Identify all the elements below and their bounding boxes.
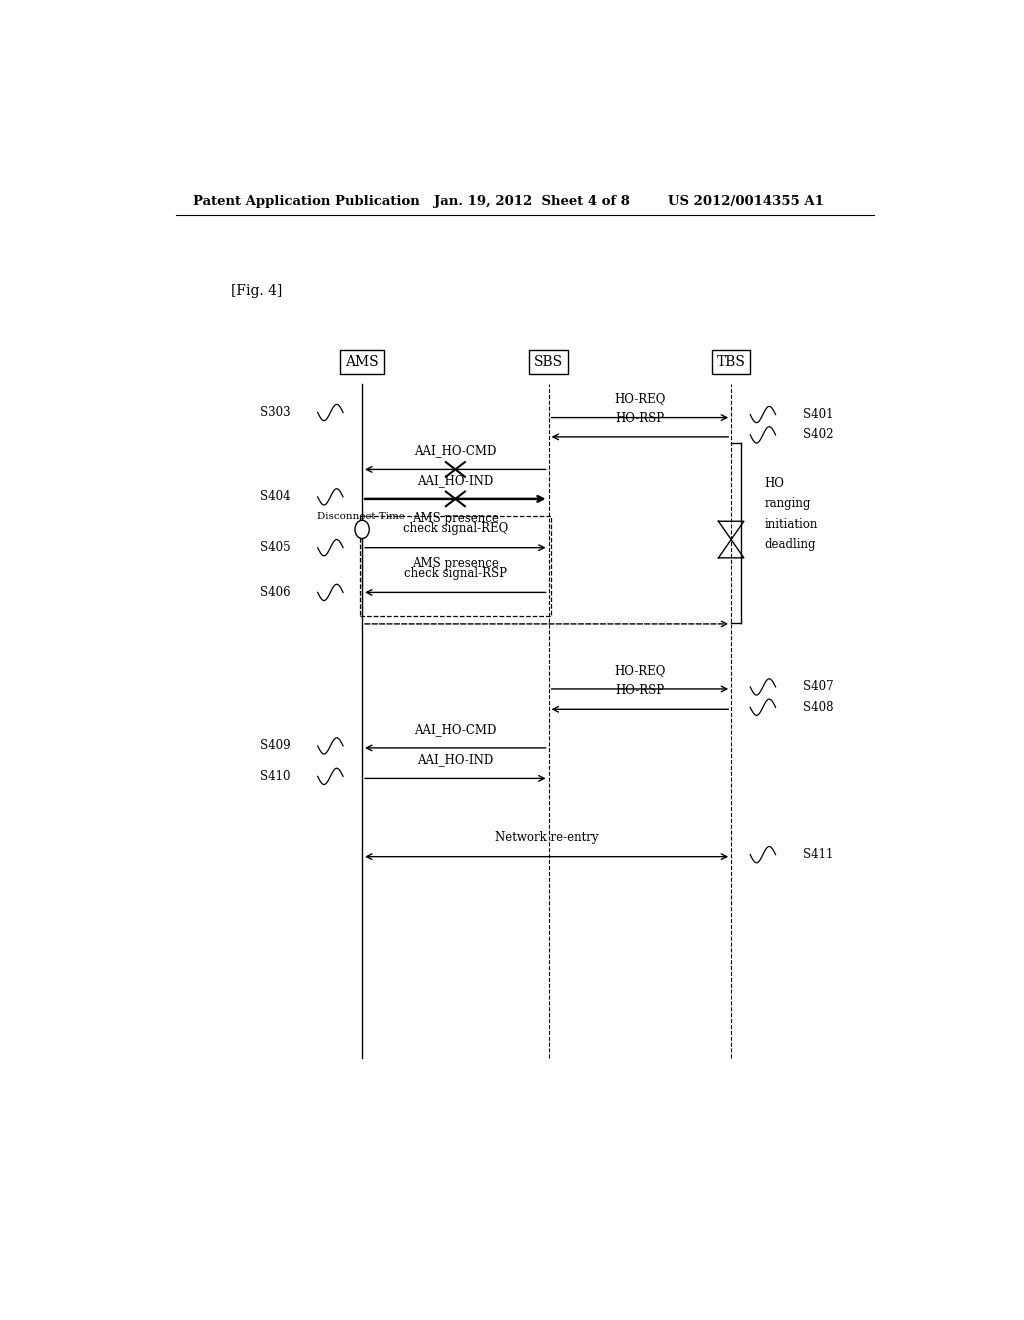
Text: S409: S409: [260, 739, 291, 752]
Text: HO: HO: [765, 477, 784, 490]
Text: deadling: deadling: [765, 539, 816, 552]
Text: AMS: AMS: [345, 355, 379, 368]
Text: HO-RSP: HO-RSP: [615, 412, 665, 425]
Circle shape: [355, 520, 370, 539]
Text: US 2012/0014355 A1: US 2012/0014355 A1: [668, 194, 823, 207]
Text: S408: S408: [803, 701, 834, 714]
Text: S401: S401: [803, 408, 834, 421]
Text: HO-REQ: HO-REQ: [614, 664, 666, 677]
Text: initiation: initiation: [765, 517, 818, 531]
Text: S405: S405: [260, 541, 291, 554]
Text: Network re-entry: Network re-entry: [495, 832, 598, 845]
Bar: [359, 516, 551, 615]
Text: S406: S406: [260, 586, 291, 599]
Text: SBS: SBS: [535, 355, 563, 368]
Text: TBS: TBS: [717, 355, 745, 368]
Text: S402: S402: [803, 429, 834, 441]
Text: AAI_HO-CMD: AAI_HO-CMD: [414, 723, 497, 735]
Text: S404: S404: [260, 490, 291, 503]
Text: check signal-REQ: check signal-REQ: [402, 523, 508, 536]
Text: AAI_HO-IND: AAI_HO-IND: [417, 474, 494, 487]
Text: AMS presence: AMS presence: [412, 512, 499, 525]
Text: check signal-RSP: check signal-RSP: [403, 568, 507, 581]
Text: Patent Application Publication: Patent Application Publication: [194, 194, 420, 207]
Text: S410: S410: [260, 770, 291, 783]
Text: HO-REQ: HO-REQ: [614, 392, 666, 405]
Text: Jan. 19, 2012  Sheet 4 of 8: Jan. 19, 2012 Sheet 4 of 8: [433, 194, 630, 207]
Text: S411: S411: [803, 849, 833, 861]
Text: AAI_HO-IND: AAI_HO-IND: [417, 754, 494, 766]
Text: AMS presence: AMS presence: [412, 557, 499, 570]
Text: ranging: ranging: [765, 498, 811, 511]
Text: [Fig. 4]: [Fig. 4]: [231, 284, 283, 297]
Text: HO-RSP: HO-RSP: [615, 684, 665, 697]
Text: S303: S303: [260, 407, 291, 418]
Text: AAI_HO-CMD: AAI_HO-CMD: [414, 445, 497, 457]
Text: Disconnect Time: Disconnect Time: [316, 512, 404, 521]
Text: S407: S407: [803, 680, 834, 693]
